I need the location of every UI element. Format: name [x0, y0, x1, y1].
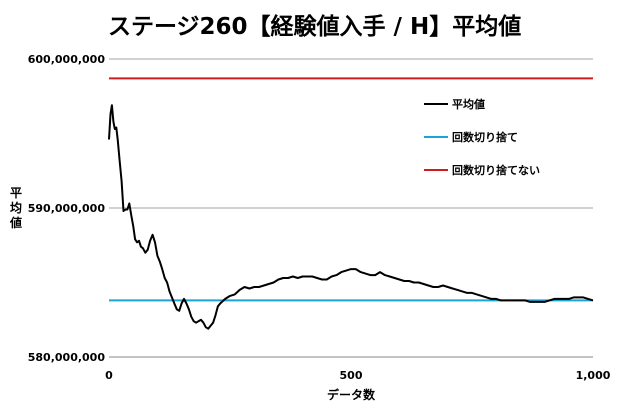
series-line-0: [108, 104, 594, 330]
reference-lines: [109, 77, 593, 302]
y-axis-label-char-2: 値: [9, 215, 22, 230]
x-axis-label: データ数: [327, 387, 376, 402]
y-axis-label: 平均値: [9, 186, 22, 230]
grid-layer: [109, 58, 593, 358]
y-tick-label-0: 580,000,000: [28, 351, 106, 364]
legend-label-0: 平均値: [452, 97, 485, 111]
x-tick-label-2: 1,000: [576, 369, 611, 382]
x-tick-label-0: 0: [105, 369, 113, 382]
y-tick-label-2: 600,000,000: [28, 53, 106, 66]
chart-title: ステージ260【経験値入手 / H】平均値: [108, 13, 521, 40]
legend-label-1: 回数切り捨て: [452, 130, 518, 144]
x-tick-label-1: 500: [340, 369, 363, 382]
series-layer: [108, 104, 594, 330]
y-axis-label-char-1: 均: [10, 200, 22, 215]
y-axis-label-char-0: 平: [10, 186, 22, 200]
x-axis-ticks: 0 500 1,000: [105, 369, 611, 382]
legend-label-2: 回数切り捨てない: [452, 163, 540, 177]
y-tick-label-1: 590,000,000: [28, 202, 106, 215]
y-axis-ticks: 580,000,000 590,000,000 600,000,000: [28, 53, 106, 364]
